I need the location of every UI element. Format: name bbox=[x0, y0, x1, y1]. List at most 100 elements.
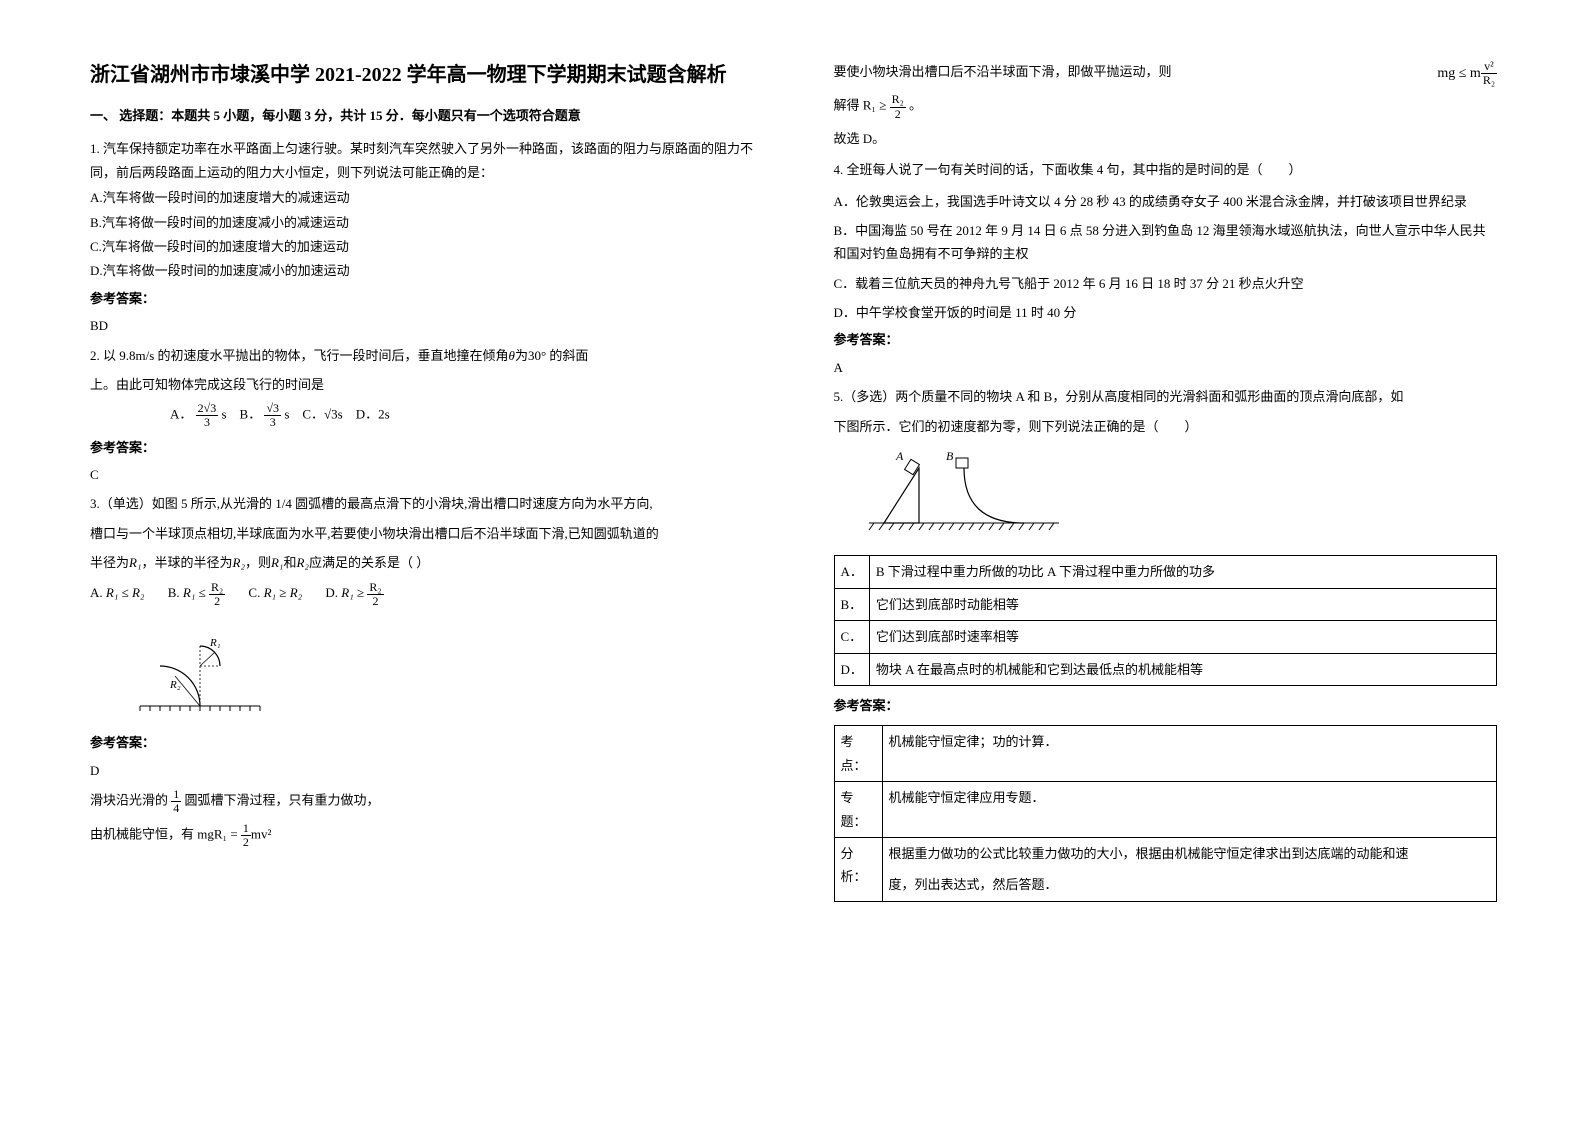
q1-opt-d: D.汽车将做一段时间的加速度减小的加速运动 bbox=[90, 259, 754, 282]
col2-exp: 解得 R₁ ≥ R₂2 。 bbox=[834, 93, 1498, 120]
q3-ans: D bbox=[90, 759, 754, 782]
q3-c-lab: C. bbox=[248, 585, 260, 600]
q3-s3-p3: ，则 bbox=[245, 555, 271, 570]
q5-b: 它们达到底部时动能相等 bbox=[869, 588, 1496, 620]
q3-d-den: 2 bbox=[367, 595, 383, 608]
col2-exp-den: 2 bbox=[890, 108, 906, 121]
q3-exp2: 由机械能守恒，有 mgR₁ = 12mv² bbox=[90, 822, 754, 849]
q3-a-lab: A. bbox=[90, 585, 103, 600]
q2-a-suf: s bbox=[221, 407, 226, 422]
q2-ans-label: 参考答案： bbox=[90, 436, 754, 459]
col2-exp-p1: 解得 bbox=[834, 98, 860, 113]
col2-concl: 故选 D。 bbox=[834, 127, 1498, 150]
q2-ans: C bbox=[90, 463, 754, 486]
q2-deg: 30° bbox=[528, 348, 546, 363]
q5-a: B 下滑过程中重力所做的功比 A 下滑过程中重力所做的功多 bbox=[869, 556, 1496, 588]
q5-info-r2: 专题：机械能守恒定律应用专题． bbox=[834, 782, 1497, 838]
q5-options-table: A．B 下滑过程中重力所做的功比 A 下滑过程中重力所做的功多 B．它们达到底部… bbox=[834, 555, 1498, 686]
q2-a-den: 3 bbox=[196, 416, 219, 429]
q4-opt-d: D．中午学校食堂开饭的时间是 11 时 40 分 bbox=[834, 301, 1498, 324]
q1-stem: 1. 汽车保持额定功率在水平路面上匀速行驶。某时刻汽车突然驶入了另外一种路面，该… bbox=[90, 137, 754, 184]
q3-diag-r2: R₂ bbox=[169, 679, 181, 691]
col2-f-num: v² bbox=[1481, 60, 1497, 74]
q2-opt-d: D．2s bbox=[356, 407, 390, 422]
q5-info-r4: 度，列出表达式，然后答题． bbox=[834, 869, 1497, 901]
q3-d-l: R₁ ≥ bbox=[341, 585, 367, 600]
q5-c: 它们达到底部时速率相等 bbox=[869, 621, 1496, 653]
q2-b-num: √3 bbox=[264, 402, 281, 416]
q5-v3a: 根据重力做功的公式比较重力做功的大小，根据由机械能守恒定律求出到达底端的动能和速 bbox=[882, 837, 1497, 869]
q3-e2-p1: 由机械能守恒，有 bbox=[90, 826, 194, 841]
q5-b-lab: B． bbox=[834, 588, 869, 620]
q5-d-lab: D． bbox=[834, 653, 869, 685]
q3-d-num: R₂ bbox=[367, 581, 383, 595]
q3-e1-p1: 滑块沿光滑的 bbox=[90, 793, 171, 808]
right-column: 要使小物块滑出槽口后不沿半球面下滑，即做平抛运动，则 mg ≤ mv²R₂ 解得… bbox=[794, 0, 1587, 1122]
q3-diag-r1: R₁ bbox=[209, 637, 221, 649]
q5-k2: 专题： bbox=[834, 782, 882, 838]
q1-opt-b: B.汽车将做一段时间的加速度减小的减速运动 bbox=[90, 211, 754, 234]
col2-top-text: 要使小物块滑出槽口后不沿半球面下滑，即做平抛运动，则 bbox=[834, 60, 1438, 83]
q3-stem2: 槽口与一个半球顶点相切,半球底面为水平,若要使小物块滑出槽口后不沿半球面下滑,已… bbox=[90, 522, 754, 545]
q3-stem1: 3.（单选）如图 5 所示,从光滑的 1/4 圆弧槽的最高点滑下的小滑块,滑出槽… bbox=[90, 492, 754, 515]
q3-r1: R₁ bbox=[129, 555, 141, 570]
q2-b-suf: s bbox=[284, 407, 289, 422]
q3-b-den: 2 bbox=[209, 595, 225, 608]
q4-ans: A bbox=[834, 356, 1498, 379]
q1-ans-label: 参考答案： bbox=[90, 287, 754, 310]
q3-s3-p5: 应满足的关系是（ ） bbox=[309, 555, 429, 570]
q5-v3b: 度，列出表达式，然后答题． bbox=[882, 869, 1497, 901]
q5-v2: 机械能守恒定律应用专题． bbox=[882, 782, 1497, 838]
q5-diag-b: B bbox=[946, 449, 954, 463]
q5-k1: 考点： bbox=[834, 726, 882, 782]
q1-opt-c: C.汽车将做一段时间的加速度增大的加速运动 bbox=[90, 235, 754, 258]
q2-stem-line2: 上。由此可知物体完成这段飞行的时间是 bbox=[90, 373, 754, 396]
q3-exp1: 滑块沿光滑的 14 圆弧槽下滑过程，只有重力做功， bbox=[90, 788, 754, 815]
q4-opt-a: A．伦敦奥运会上，我国选手叶诗文以 4 分 28 秒 43 的成绩勇夺女子 40… bbox=[834, 190, 1498, 213]
q5-diag-a: A bbox=[895, 449, 904, 463]
q5-diagram: A B bbox=[864, 448, 1498, 545]
q3-e1-num: 1 bbox=[171, 788, 181, 802]
q5-info-table: 考点：机械能守恒定律；功的计算． 专题：机械能守恒定律应用专题． 分析：根据重力… bbox=[834, 725, 1498, 901]
q3-e2-f: mgR₁ = bbox=[197, 826, 241, 841]
q3-ans-label: 参考答案： bbox=[90, 731, 754, 754]
col2-top-row: 要使小物块滑出槽口后不沿半球面下滑，即做平抛运动，则 mg ≤ mv²R₂ bbox=[834, 60, 1498, 87]
q3-e2-suf: mv² bbox=[251, 826, 272, 841]
q1-opt-a: A.汽车将做一段时间的加速度增大的减速运动 bbox=[90, 186, 754, 209]
q2-opt-a-lab: A． bbox=[170, 407, 192, 422]
q5-stem1: 5.（多选）两个质量不同的物块 A 和 B，分别从高度相同的光滑斜面和弧形曲面的… bbox=[834, 385, 1498, 408]
q5-row-d: D．物块 A 在最高点时的机械能和它到达最低点的机械能相等 bbox=[834, 653, 1497, 685]
q5-a-lab: A． bbox=[834, 556, 869, 588]
q3-d-lab: D. bbox=[325, 585, 338, 600]
q4-opt-b: B．中国海监 50 号在 2012 年 9 月 14 日 6 点 58 分进入到… bbox=[834, 219, 1498, 266]
left-column: 浙江省湖州市市埭溪中学 2021-2022 学年高一物理下学期期末试题含解析 一… bbox=[0, 0, 794, 1122]
q3-c: R₁ ≥ R₂ bbox=[264, 585, 303, 600]
q5-row-c: C．它们达到底部时速率相等 bbox=[834, 621, 1497, 653]
q2-options: A． 2√33 s B． √33 s C．√3s D．2s bbox=[90, 402, 754, 429]
q2-stem-p1: 2. 以 9.8m/s 的初速度水平抛出的物体，飞行一段时间后，垂直地撞在倾角 bbox=[90, 348, 509, 363]
q5-row-b: B．它们达到底部时动能相等 bbox=[834, 588, 1497, 620]
q5-info-r1: 考点：机械能守恒定律；功的计算． bbox=[834, 726, 1497, 782]
q3-stem3: 半径为R₁，半球的半径为R₂，则R₁和R₂应满足的关系是（ ） bbox=[90, 551, 754, 574]
q2-stem: 2. 以 9.8m/s 的初速度水平抛出的物体，飞行一段时间后，垂直地撞在倾角θ… bbox=[90, 344, 754, 367]
q3-s3-p4: 和 bbox=[283, 555, 296, 570]
q2-stem-p3: 的斜面 bbox=[546, 348, 588, 363]
q3-s3-p2: ，半球的半径为 bbox=[141, 555, 232, 570]
q5-v1: 机械能守恒定律；功的计算． bbox=[882, 726, 1497, 782]
doc-title: 浙江省湖州市市埭溪中学 2021-2022 学年高一物理下学期期末试题含解析 bbox=[90, 60, 754, 90]
q3-diagram: R₁ R₂ bbox=[120, 616, 754, 723]
q2-b-den: 3 bbox=[264, 416, 281, 429]
q3-options: A. R₁ ≤ R₂ B. R₁ ≤ R₂2 C. R₁ ≥ R₂ D. R₁ … bbox=[90, 581, 754, 608]
col2-f-den: R₂ bbox=[1481, 74, 1497, 87]
q3-e2-den: 2 bbox=[241, 836, 251, 849]
q4-opt-c: C．载着三位航天员的神舟九号飞船于 2012 年 6 月 16 日 18 时 3… bbox=[834, 272, 1498, 295]
q3-e1-den: 4 bbox=[171, 802, 181, 815]
q4-stem: 4. 全班每人说了一句有关时间的话，下面收集 4 句，其中指的是时间的是（ ） bbox=[834, 158, 1498, 181]
q2-opt-c: C．√3s bbox=[302, 407, 342, 422]
q3-r2b: R₂ bbox=[296, 555, 308, 570]
q5-row-a: A．B 下滑过程中重力所做的功比 A 下滑过程中重力所做的功多 bbox=[834, 556, 1497, 588]
q3-r2: R₂ bbox=[233, 555, 245, 570]
q2-stem-p2: 为 bbox=[515, 348, 528, 363]
q3-b-num: R₂ bbox=[209, 581, 225, 595]
q4-ans-label: 参考答案： bbox=[834, 328, 1498, 351]
